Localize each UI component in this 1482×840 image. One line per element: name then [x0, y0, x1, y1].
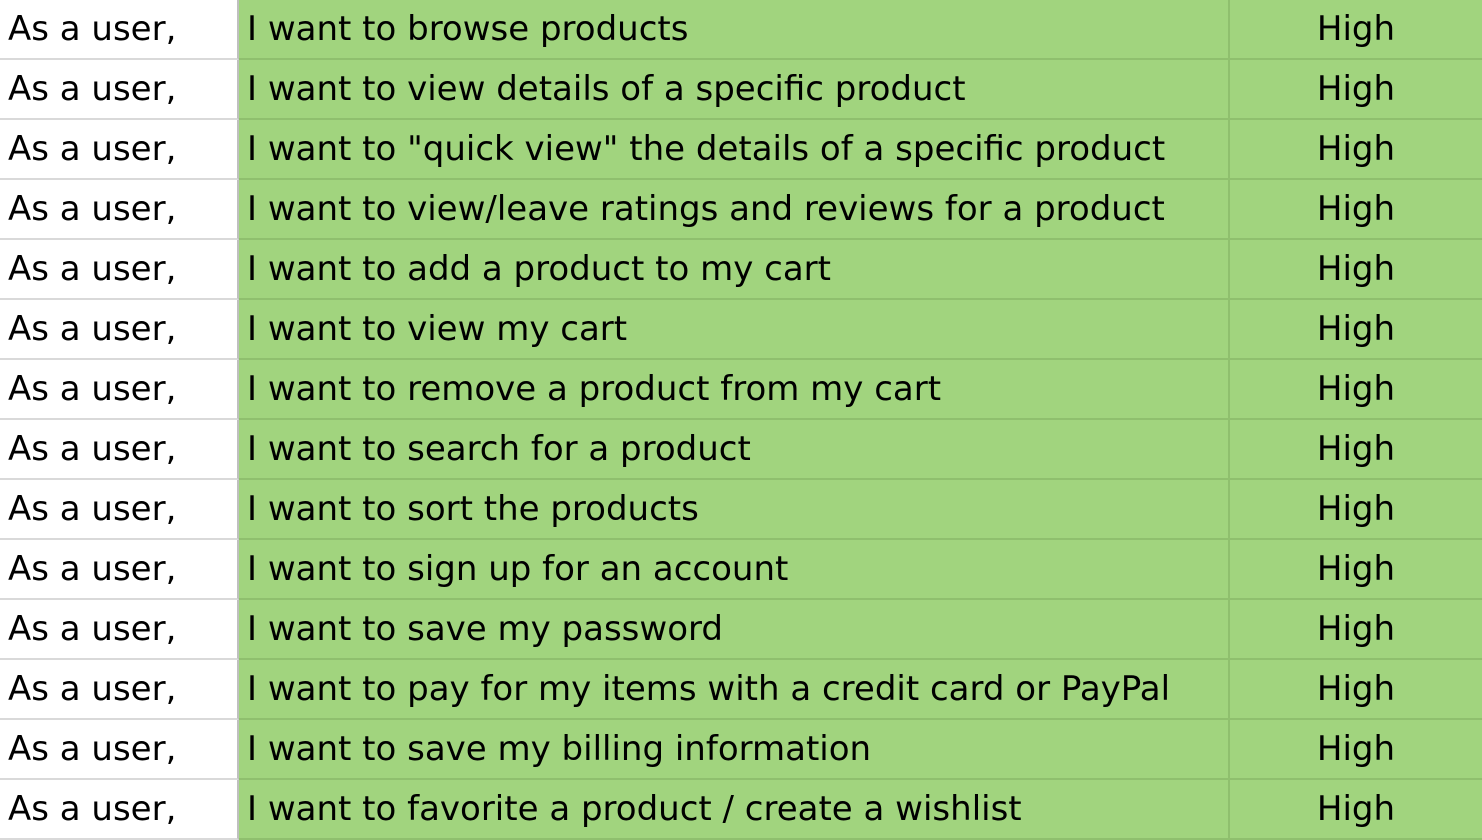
- priority-cell[interactable]: High: [1230, 540, 1482, 600]
- priority-cell[interactable]: High: [1230, 120, 1482, 180]
- role-cell[interactable]: As a user,: [0, 420, 239, 480]
- priority-cell[interactable]: High: [1230, 780, 1482, 840]
- priority-cell[interactable]: High: [1230, 600, 1482, 660]
- user-story-cell[interactable]: I want to browse products: [239, 0, 1230, 60]
- user-story-cell[interactable]: I want to remove a product from my cart: [239, 360, 1230, 420]
- role-cell[interactable]: As a user,: [0, 660, 239, 720]
- role-cell[interactable]: As a user,: [0, 600, 239, 660]
- role-cell[interactable]: As a user,: [0, 780, 239, 840]
- priority-cell[interactable]: High: [1230, 0, 1482, 60]
- priority-cell[interactable]: High: [1230, 60, 1482, 120]
- priority-cell[interactable]: High: [1230, 660, 1482, 720]
- priority-cell[interactable]: High: [1230, 420, 1482, 480]
- user-story-cell[interactable]: I want to sort the products: [239, 480, 1230, 540]
- user-story-cell[interactable]: I want to "quick view" the details of a …: [239, 120, 1230, 180]
- role-cell[interactable]: As a user,: [0, 60, 239, 120]
- role-cell[interactable]: As a user,: [0, 540, 239, 600]
- priority-cell[interactable]: High: [1230, 240, 1482, 300]
- user-story-cell[interactable]: I want to add a product to my cart: [239, 240, 1230, 300]
- user-story-cell[interactable]: I want to sign up for an account: [239, 540, 1230, 600]
- priority-cell[interactable]: High: [1230, 180, 1482, 240]
- user-story-cell[interactable]: I want to view details of a specific pro…: [239, 60, 1230, 120]
- user-story-cell[interactable]: I want to view/leave ratings and reviews…: [239, 180, 1230, 240]
- role-cell[interactable]: As a user,: [0, 720, 239, 780]
- role-cell[interactable]: As a user,: [0, 300, 239, 360]
- user-story-cell[interactable]: I want to view my cart: [239, 300, 1230, 360]
- role-cell[interactable]: As a user,: [0, 360, 239, 420]
- user-story-cell[interactable]: I want to save my password: [239, 600, 1230, 660]
- user-story-cell[interactable]: I want to search for a product: [239, 420, 1230, 480]
- user-story-cell[interactable]: I want to pay for my items with a credit…: [239, 660, 1230, 720]
- role-cell[interactable]: As a user,: [0, 180, 239, 240]
- user-story-cell[interactable]: I want to favorite a product / create a …: [239, 780, 1230, 840]
- priority-cell[interactable]: High: [1230, 300, 1482, 360]
- priority-cell[interactable]: High: [1230, 480, 1482, 540]
- role-cell[interactable]: As a user,: [0, 0, 239, 60]
- priority-cell[interactable]: High: [1230, 360, 1482, 420]
- priority-cell[interactable]: High: [1230, 720, 1482, 780]
- role-cell[interactable]: As a user,: [0, 240, 239, 300]
- role-cell[interactable]: As a user,: [0, 120, 239, 180]
- user-story-cell[interactable]: I want to save my billing information: [239, 720, 1230, 780]
- role-cell[interactable]: As a user,: [0, 480, 239, 540]
